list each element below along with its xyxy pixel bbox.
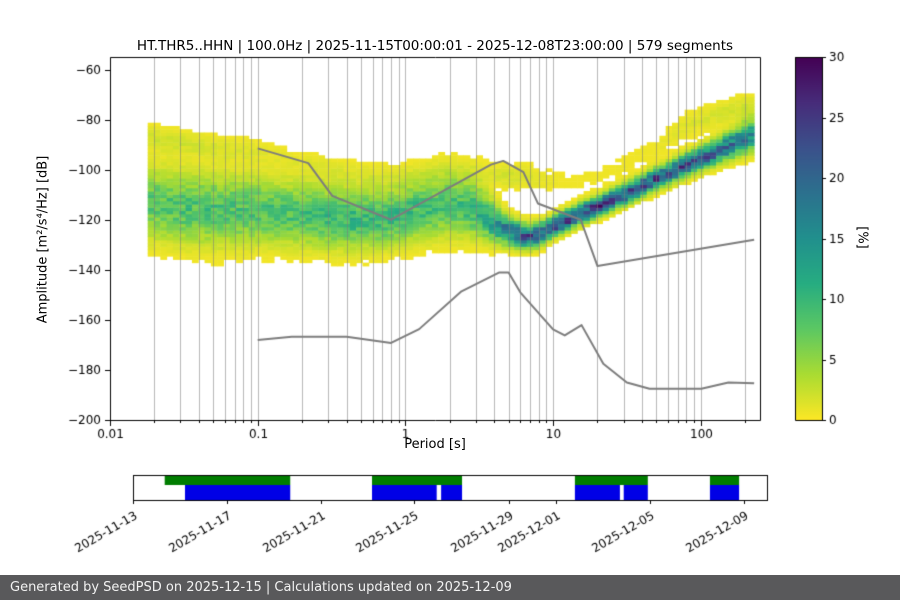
plot-title: HT.THR5..HHN | 100.0Hz | 2025-11-15T00:0… — [136, 38, 734, 54]
colorbar-label: [%] — [854, 226, 870, 249]
x-axis-label: Period [s] — [404, 437, 466, 452]
coverage-timeline-canvas — [0, 465, 900, 575]
psd-heatmap-canvas — [0, 0, 900, 465]
footer-status-bar: Generated by SeedPSD on 2025-12-15 | Cal… — [0, 575, 900, 600]
y-axis-label: Amplitude [m²/s⁴/Hz] [dB] — [35, 155, 51, 324]
